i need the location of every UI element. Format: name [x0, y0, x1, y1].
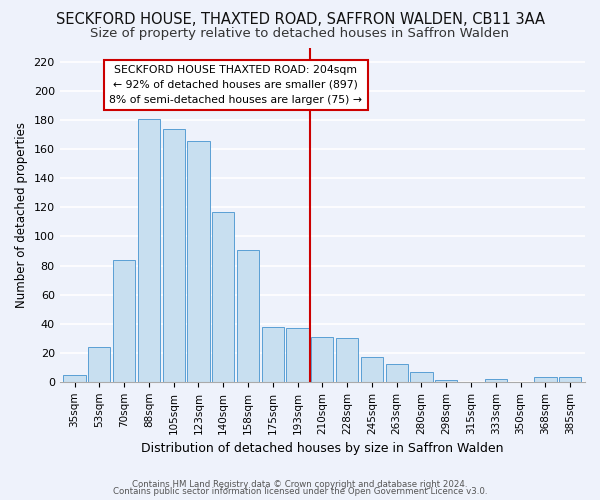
Bar: [559, 378, 581, 382]
Bar: [361, 357, 383, 382]
Bar: [237, 250, 259, 382]
Bar: [163, 129, 185, 382]
Bar: [435, 380, 457, 382]
Bar: [286, 328, 309, 382]
Y-axis label: Number of detached properties: Number of detached properties: [15, 122, 28, 308]
Bar: [386, 364, 408, 382]
Bar: [311, 337, 334, 382]
Bar: [485, 379, 507, 382]
Bar: [262, 326, 284, 382]
Bar: [64, 374, 86, 382]
Bar: [113, 260, 135, 382]
Text: Size of property relative to detached houses in Saffron Walden: Size of property relative to detached ho…: [91, 28, 509, 40]
Bar: [336, 338, 358, 382]
Text: SECKFORD HOUSE THAXTED ROAD: 204sqm
← 92% of detached houses are smaller (897)
8: SECKFORD HOUSE THAXTED ROAD: 204sqm ← 92…: [109, 65, 362, 104]
X-axis label: Distribution of detached houses by size in Saffron Walden: Distribution of detached houses by size …: [141, 442, 503, 455]
Text: SECKFORD HOUSE, THAXTED ROAD, SAFFRON WALDEN, CB11 3AA: SECKFORD HOUSE, THAXTED ROAD, SAFFRON WA…: [56, 12, 545, 28]
Text: Contains public sector information licensed under the Open Government Licence v3: Contains public sector information licen…: [113, 487, 487, 496]
Text: Contains HM Land Registry data © Crown copyright and database right 2024.: Contains HM Land Registry data © Crown c…: [132, 480, 468, 489]
Bar: [88, 347, 110, 382]
Bar: [212, 212, 235, 382]
Bar: [534, 378, 557, 382]
Bar: [410, 372, 433, 382]
Bar: [187, 140, 209, 382]
Bar: [138, 118, 160, 382]
